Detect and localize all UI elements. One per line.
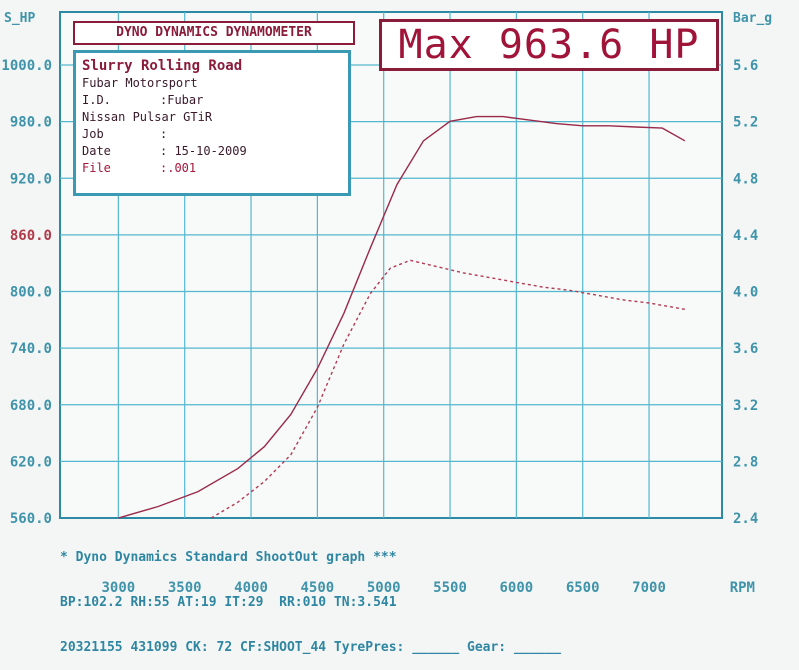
x-tick-label: 6500 [566, 580, 600, 596]
y-tick-label-left: 860.0 [10, 228, 52, 244]
info-key: File [82, 161, 111, 175]
info-key: Nissan Pulsar GTiR [82, 110, 213, 124]
y-axis-left-title: S_HP [4, 11, 35, 26]
info-key: Date [82, 144, 111, 158]
max-power-label: Max 963.6 HP [379, 19, 719, 71]
info-value: :Fubar [160, 93, 204, 107]
info-key: I.D. [82, 93, 111, 107]
y-tick-label-left: 620.0 [10, 454, 52, 470]
x-tick-label: 4500 [301, 580, 335, 596]
y-tick-label-right: 4.4 [733, 228, 758, 244]
y-axis-right-title: Bar_g [733, 11, 772, 26]
y-tick-label-right: 5.6 [733, 58, 758, 74]
y-tick-label-left: 980.0 [10, 115, 52, 131]
y-tick-label-right: 4.8 [733, 171, 758, 187]
location-name: Slurry Rolling Road [82, 58, 243, 74]
info-row-job: Job: [82, 126, 342, 143]
y-tick-label-right: 5.2 [733, 115, 758, 131]
info-row-file: File :.001 [82, 160, 342, 177]
company-name: Fubar Motorsport [82, 76, 198, 90]
footer-line-1: * Dyno Dynamics Standard ShootOut graph … [60, 550, 397, 565]
x-tick-label: 6000 [500, 580, 534, 596]
dyno-title: DYNO DYNAMICS DYNAMOMETER [73, 21, 355, 45]
info-value: : 15-10-2009 [160, 144, 247, 158]
info-panel: Slurry Rolling Road Fubar Motorsport I.D… [73, 50, 351, 196]
series-line-boost [210, 259, 686, 519]
y-tick-label-right: 2.4 [733, 511, 758, 527]
x-axis: 3000 3500 4000 4500 5000 5500 6000 6500 7000 [102, 580, 666, 596]
y-axis-left: 1000.0 980.0 920.0 860.0 800.0 740.0 680.0 620.… [1, 58, 52, 527]
y-tick-label-right: 3.6 [733, 341, 758, 357]
series-line-power [118, 115, 686, 519]
x-tick-label: 5500 [433, 580, 467, 596]
y-tick-label-left: 1000.0 [1, 58, 52, 74]
info-row-id: I.D. :Fubar [82, 92, 342, 109]
y-axis-right: 5.6 5.2 4.8 4.4 4.0 3.6 3.2 2.8 2.4 [733, 58, 758, 527]
y-tick-label-right: 4.0 [733, 285, 758, 301]
x-tick-label: 7000 [632, 580, 666, 596]
y-tick-label-right: 2.8 [733, 454, 758, 470]
x-tick-label: 3500 [168, 580, 202, 596]
y-tick-label-left: 680.0 [10, 398, 52, 414]
y-tick-label-left: 740.0 [10, 341, 52, 357]
run-conditions: * Dyno Dynamics Standard ShootOut graph … [60, 520, 740, 670]
info-key: Job [82, 127, 104, 141]
info-value: : [160, 127, 168, 141]
y-tick-label-left: 800.0 [10, 285, 52, 301]
x-tick-label: 4000 [234, 580, 268, 596]
y-tick-label-left: 920.0 [10, 171, 52, 187]
x-tick-label: 3000 [102, 580, 136, 596]
series-group [118, 115, 686, 519]
info-row-vehicle: Nissan Pulsar GTiR [82, 109, 342, 126]
footer-line-2: BP:102.2 RH:55 AT:19 IT:29 RR:010 TN:3.5… [60, 595, 397, 610]
footer-line-3: 20321155 431099 CK: 72 CF:SHOOT_44 TyreP… [60, 640, 561, 655]
y-tick-label-right: 3.2 [733, 398, 758, 414]
info-value: :.001 [160, 161, 197, 175]
y-tick-label-left: 560.0 [10, 511, 52, 527]
x-axis-title: RPM [730, 580, 755, 596]
info-row-date: Date : 15-10-2009 [82, 143, 342, 160]
x-tick-label: 5000 [367, 580, 401, 596]
